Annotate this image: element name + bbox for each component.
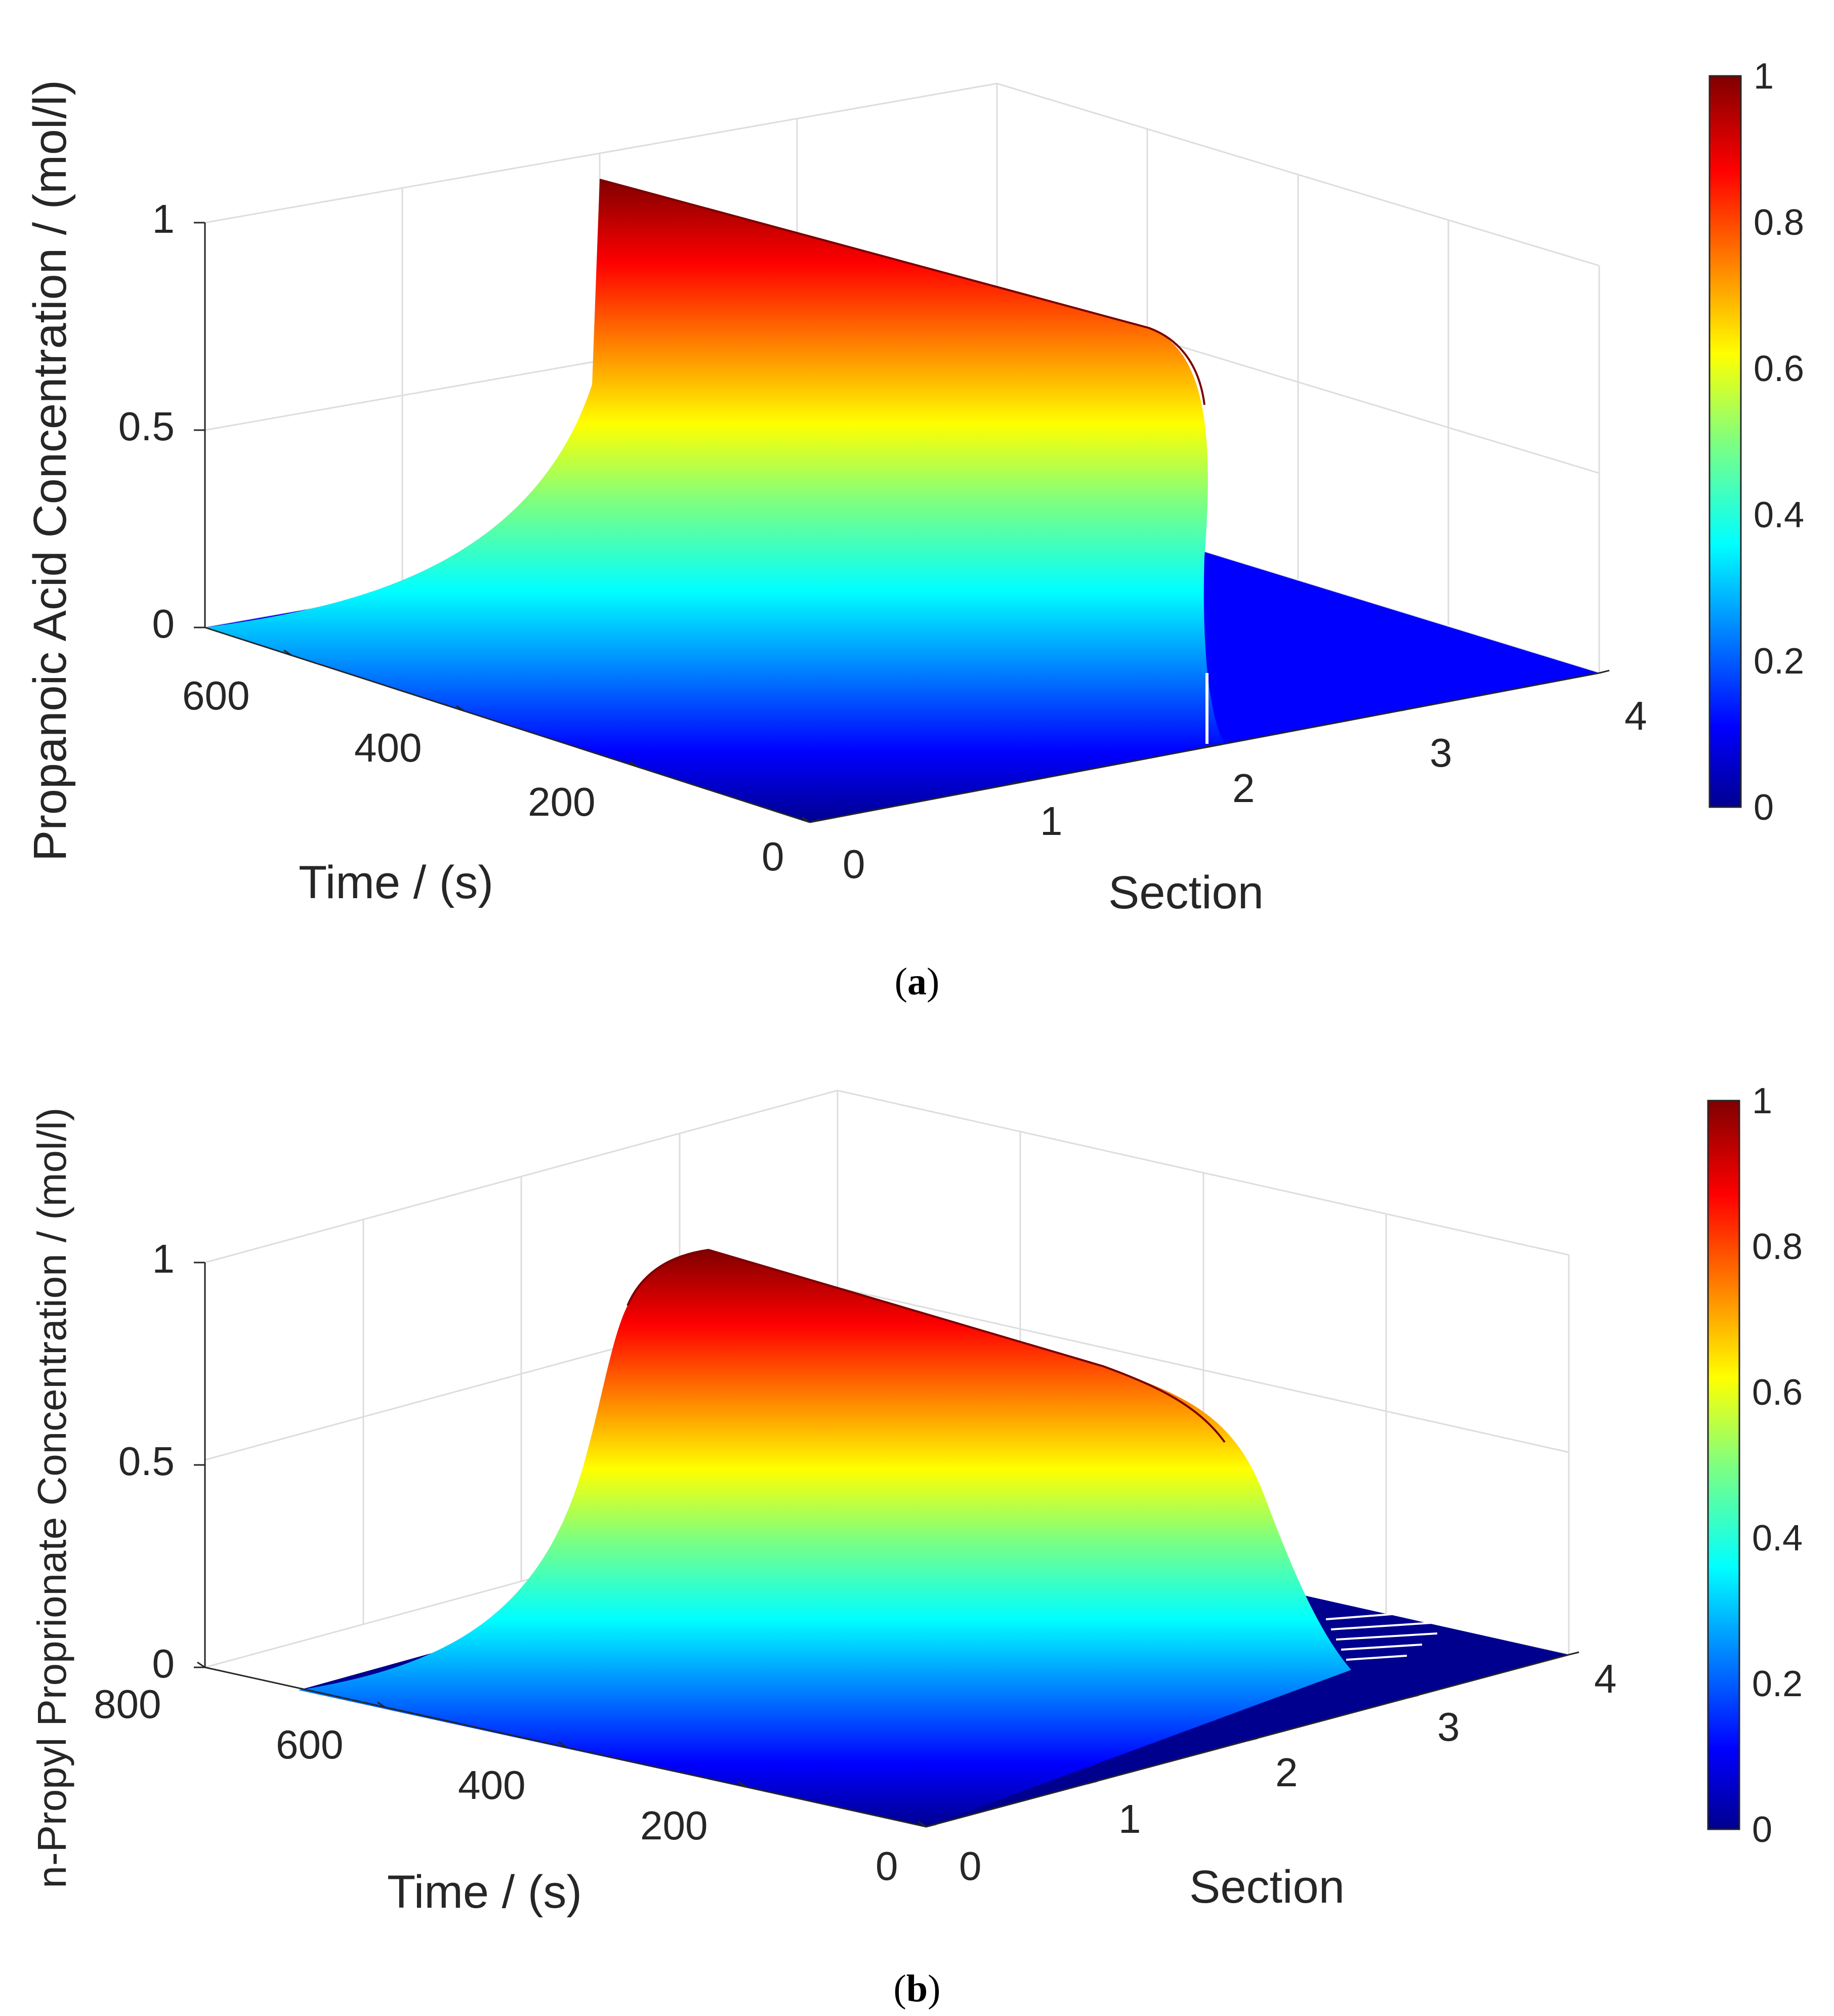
- panel-a-section-tick: 4: [1624, 693, 1647, 738]
- panel-a-colorbar-tick: 0.4: [1754, 495, 1804, 535]
- panel-a-section-tick: 0: [843, 842, 865, 887]
- panel-b-colorbar-tick: 0: [1752, 1810, 1772, 1850]
- panel-a-z-ticks: 1 0.5 0: [118, 196, 205, 646]
- panel-b-colorbar-tick: 0.8: [1752, 1227, 1803, 1267]
- panel-b-time-tick: 200: [640, 1803, 707, 1848]
- panel-b-colorbar-tick: 0.4: [1752, 1518, 1803, 1559]
- panel-b-section-tick: 1: [1118, 1796, 1141, 1841]
- panel-b-caption: (b): [894, 1967, 941, 2010]
- panel-a-colorbar-tick: 0.6: [1754, 349, 1804, 389]
- panel-b-time-tick: 400: [458, 1762, 525, 1808]
- panel-a-section-tick: 3: [1430, 730, 1452, 775]
- panel-b-z-ticks: 1 0.5 0: [118, 1236, 205, 1686]
- panel-b-z-label: n-Propyl Proprionate Concentration / (mo…: [29, 1108, 74, 1888]
- panel-a-time-tick: 600: [182, 673, 249, 718]
- panel-a-section-tick: 1: [1040, 799, 1063, 844]
- panel-b-section-tick: 2: [1275, 1750, 1298, 1795]
- panel-a-surface: [205, 180, 1225, 822]
- panel-b-colorbar-tick: 0.2: [1752, 1664, 1803, 1704]
- panel-a-time-tick: 400: [354, 725, 422, 770]
- panel-a-section-label: Section: [1108, 867, 1264, 918]
- panel-a-time-tick: 200: [528, 779, 595, 824]
- panel-a-section-ticks: 0 1 2 3 4: [809, 669, 1647, 887]
- panel-a-section-tick: 2: [1232, 766, 1255, 811]
- panel-b: 1 0.5 0 0 200 400 600 800 0 1 2 3 4: [29, 1081, 1803, 2010]
- panel-a-time-ticks: 0 200 400 600: [182, 649, 810, 879]
- panel-a-z-tick: 1: [152, 196, 175, 241]
- panel-b-z-tick: 0: [152, 1641, 175, 1686]
- panel-b-surface: [299, 1250, 1351, 1827]
- panel-b-section-tick: 4: [1594, 1656, 1617, 1701]
- panel-b-time-tick: 600: [276, 1722, 343, 1767]
- panel-b-section-tick: 3: [1437, 1704, 1460, 1749]
- panel-a-colorbar-tick: 1: [1754, 56, 1774, 97]
- panel-a-colorbar: 0 0.2 0.4 0.6 0.8 1: [1708, 56, 1804, 828]
- panel-a-colorbar-tick: 0: [1754, 787, 1774, 828]
- panel-a-z-tick: 0: [152, 601, 175, 646]
- panel-a-colorbar-tick: 0.2: [1754, 641, 1804, 682]
- panel-a-colorbar-tick: 0.8: [1754, 202, 1804, 243]
- panel-b-section-ticks: 0 1 2 3 4: [926, 1651, 1617, 1888]
- panel-b-z-tick: 0.5: [118, 1439, 175, 1484]
- panel-b-time-tick: 0: [876, 1843, 898, 1888]
- panel-b-time-tick: 800: [94, 1682, 161, 1727]
- panel-b-z-tick: 1: [152, 1236, 175, 1281]
- panel-a-time-tick: 0: [762, 834, 784, 879]
- panel-a: 1 0.5 0 0 200 400 600 0 1 2 3 4: [24, 56, 1804, 1003]
- panel-b-time-ticks: 0 200 400 600 800: [94, 1661, 927, 1888]
- panel-a-caption: (a): [895, 960, 940, 1003]
- panel-a-z-label: Propanoic Acid Concentration / (mol/l): [24, 80, 76, 861]
- panel-b-colorbar-tick: 0.6: [1752, 1372, 1803, 1413]
- panel-a-z-tick: 0.5: [118, 404, 175, 449]
- panel-b-section-tick: 0: [959, 1843, 982, 1888]
- panel-b-section-label: Section: [1189, 1861, 1345, 1913]
- panel-b-time-label: Time / (s): [387, 1866, 582, 1918]
- panel-a-time-label: Time / (s): [299, 857, 493, 908]
- panel-b-artifact-lines: [1325, 1608, 1458, 1661]
- panel-b-colorbar-tick: 1: [1752, 1081, 1772, 1121]
- panel-b-colorbar: 0 0.2 0.4 0.6 0.8 1: [1707, 1081, 1803, 1850]
